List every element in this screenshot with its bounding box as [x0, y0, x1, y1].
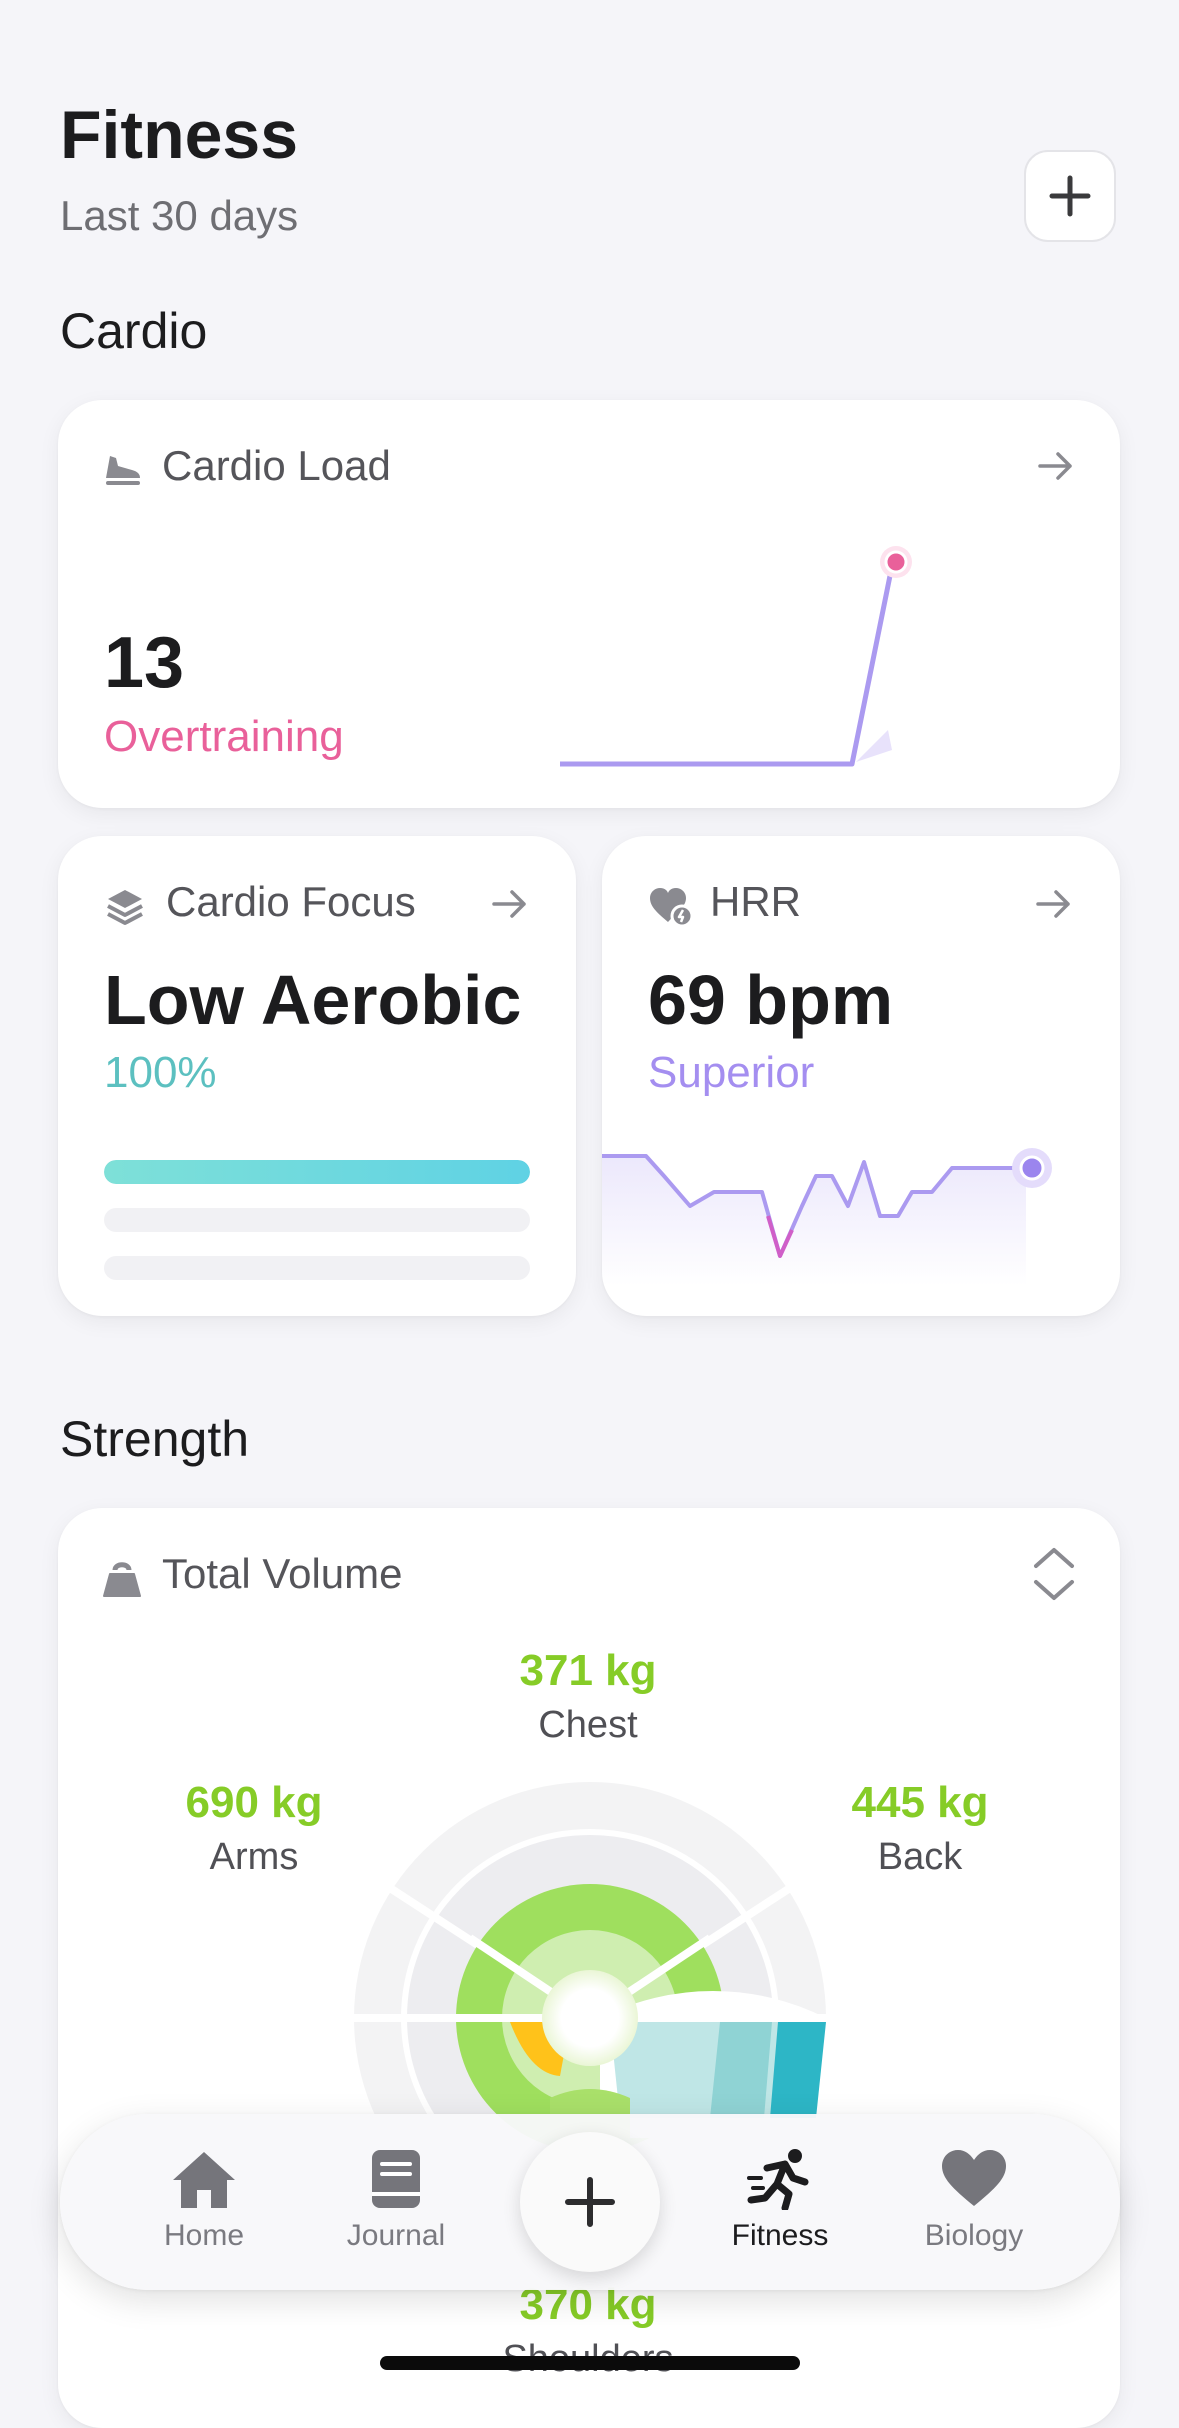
muscle-label-back: Back [877, 1836, 963, 1878]
focus-bar-fill [104, 1160, 530, 1184]
hrr-card[interactable]: HRR 69 bpm Superior [602, 836, 1120, 1316]
heart-icon [942, 2150, 1006, 2206]
plus-icon [1049, 175, 1091, 217]
tab-bar: Home Journal Fitness Biology [60, 2114, 1120, 2290]
hrr-status: Superior [648, 1048, 815, 1097]
cardio-focus-title: Cardio Focus [166, 878, 416, 925]
cardio-load-card[interactable]: Cardio Load 13 Overtraining [58, 400, 1120, 808]
cardio-load-status: Overtraining [104, 712, 344, 761]
chevron-up-down-icon[interactable] [1032, 1544, 1076, 1604]
add-button[interactable] [1024, 150, 1116, 242]
page-subtitle: Last 30 days [60, 192, 299, 239]
kettlebell-icon [103, 1562, 141, 1597]
tab-biology[interactable]: Biology [884, 2148, 1064, 2253]
tab-label: Biology [924, 2219, 1024, 2252]
hrr-chart [602, 1148, 1052, 1286]
muscle-radial-chart [354, 1782, 826, 2178]
tab-label: Journal [346, 2219, 446, 2252]
journal-icon [372, 2150, 420, 2208]
home-icon [173, 2152, 235, 2208]
muscle-value-chest: 371 kg [519, 1646, 657, 1695]
cardio-focus-value: Low Aerobic [104, 961, 522, 1039]
arrow-right-icon[interactable] [1036, 446, 1076, 486]
running-icon [747, 2149, 809, 2212]
tab-label: Home [163, 2219, 245, 2252]
shoe-icon [106, 456, 140, 485]
arrow-right-icon[interactable] [1034, 884, 1074, 924]
cardio-load-title: Cardio Load [162, 442, 391, 489]
plus-icon [565, 2177, 615, 2227]
total-volume-card[interactable]: Total Volume 371 kg Chest 690 kg Arms 44… [58, 1508, 1120, 2428]
cardio-focus-card[interactable]: Cardio Focus Low Aerobic 100% [58, 836, 576, 1316]
muscle-value-back: 445 kg [851, 1778, 989, 1827]
muscle-label-arms: Arms [209, 1836, 299, 1878]
home-indicator [380, 2356, 800, 2370]
layers-icon [107, 890, 143, 925]
cardio-load-value: 13 [104, 623, 185, 703]
tab-journal[interactable]: Journal [306, 2148, 486, 2253]
section-title-strength: Strength [60, 1411, 250, 1467]
tab-fitness[interactable]: Fitness [690, 2148, 870, 2253]
cardio-load-chart [560, 546, 912, 767]
muscle-label-chest: Chest [538, 1704, 638, 1746]
center-add-button[interactable] [520, 2132, 660, 2272]
cardio-focus-percent: 100% [104, 1048, 217, 1097]
section-title-cardio: Cardio [60, 303, 208, 359]
focus-bar-low-aerobic [104, 1160, 530, 1184]
heart-rate-icon [650, 888, 694, 928]
hrr-value: 69 bpm [648, 961, 894, 1039]
hrr-title: HRR [710, 878, 801, 925]
total-volume-title: Total Volume [162, 1550, 403, 1597]
focus-bar-anaerobic [104, 1256, 530, 1280]
tab-home[interactable]: Home [114, 2148, 294, 2253]
muscle-value-arms: 690 kg [185, 1778, 323, 1827]
arrow-right-icon[interactable] [490, 884, 530, 924]
page-title: Fitness [60, 97, 299, 173]
focus-bar-high-aerobic [104, 1208, 530, 1232]
tab-label: Fitness [731, 2219, 829, 2252]
